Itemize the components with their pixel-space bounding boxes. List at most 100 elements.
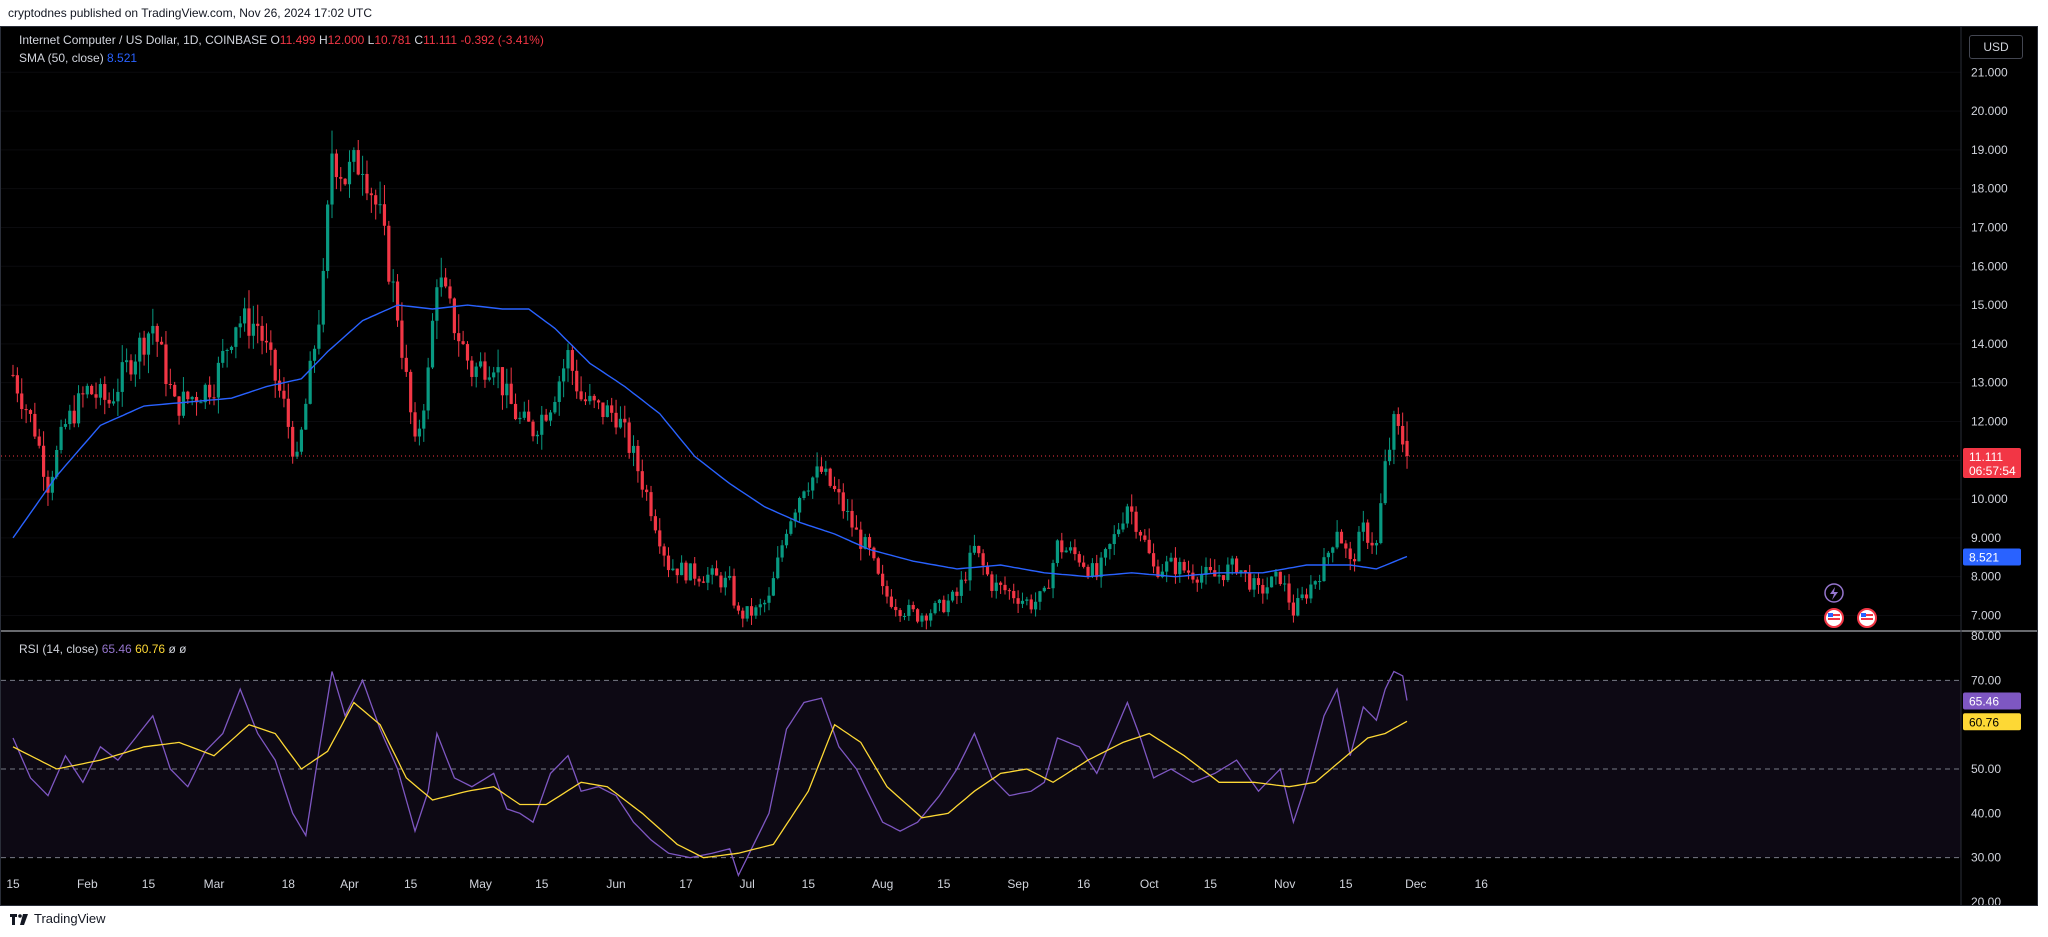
sma-legend[interactable]: SMA (50, close) 8.521: [19, 51, 137, 65]
candle: [216, 356, 220, 414]
candle: [1401, 412, 1405, 453]
candle-body: [238, 323, 242, 328]
candle: [513, 393, 518, 421]
candle: [741, 607, 745, 628]
close-label: C: [414, 33, 424, 47]
candle: [645, 484, 649, 501]
candle: [173, 381, 177, 398]
candle-body: [243, 308, 247, 324]
candle: [666, 547, 671, 578]
candle-body: [1261, 584, 1265, 594]
time-tick-label: Sep: [1007, 877, 1029, 891]
candle-body: [579, 391, 583, 400]
candle: [304, 398, 308, 430]
candle-body: [1344, 543, 1348, 549]
candle: [496, 349, 500, 389]
candle: [256, 304, 260, 344]
rsi-legend[interactable]: RSI (14, close) 65.46 60.76 ø ø: [19, 642, 186, 656]
candle: [999, 581, 1003, 594]
candle-body: [103, 384, 107, 400]
candle-body: [592, 395, 596, 401]
currency-button[interactable]: USD: [1969, 35, 2023, 59]
candle: [155, 323, 159, 357]
candle: [1047, 579, 1051, 589]
high-label: H: [318, 33, 328, 47]
time-tick-label: 18: [282, 877, 296, 891]
candle-body: [361, 173, 365, 175]
candle-body: [1029, 599, 1033, 610]
candle: [531, 419, 535, 442]
candle-body: [63, 424, 68, 427]
rsi-tick-label: 40.00: [1971, 806, 2001, 820]
candle: [732, 568, 736, 609]
candle: [981, 549, 985, 576]
symbol-legend[interactable]: Internet Computer / US Dollar, 1D, COINB…: [19, 33, 544, 47]
price-tick-label: 14.000: [1971, 337, 2008, 351]
candle: [417, 419, 422, 446]
candle: [649, 485, 653, 522]
candle: [570, 345, 574, 385]
candle-body: [946, 600, 950, 613]
candle-body: [387, 225, 391, 282]
time-tick-label: 15: [142, 877, 156, 891]
candle: [68, 404, 72, 430]
candle-body: [260, 325, 264, 341]
candle-body: [745, 606, 749, 619]
candle-body: [968, 552, 972, 581]
candle-body: [636, 445, 640, 472]
candle-body: [1370, 542, 1374, 546]
candle: [1020, 592, 1025, 609]
candle-body: [1335, 531, 1339, 548]
candle: [841, 483, 845, 519]
candle: [164, 331, 168, 397]
price-tick-label: 10.000: [1971, 492, 2008, 506]
rsi-extra-1: ø: [168, 642, 176, 656]
candle: [588, 383, 592, 405]
candle: [59, 419, 63, 454]
candle-body: [365, 173, 369, 194]
candle-body: [487, 377, 491, 380]
candle: [994, 574, 998, 599]
candle: [1012, 583, 1016, 604]
candle-body: [832, 485, 837, 490]
candle: [815, 452, 819, 484]
candle-body: [754, 607, 758, 616]
candle-body: [347, 161, 352, 185]
candle-body: [719, 575, 723, 588]
candle: [1235, 555, 1239, 576]
event-icons: [1824, 583, 1877, 628]
candle: [1068, 541, 1073, 554]
candle-body: [229, 346, 234, 351]
candle-body: [216, 362, 220, 398]
candle: [1300, 586, 1304, 601]
candle-body: [1339, 531, 1344, 544]
rsi-ma-value-tag: 60.76: [1963, 713, 2021, 731]
candle-body: [72, 410, 76, 424]
candle-body: [28, 410, 33, 414]
chart-svg[interactable]: 7.0008.0009.00010.00011.00012.00013.0001…: [1, 27, 2037, 909]
time-tick-label: 16: [1475, 877, 1489, 891]
candle-body: [1147, 539, 1151, 554]
rsi-label: RSI (14, close): [19, 642, 99, 656]
candle-body: [199, 402, 203, 404]
candle: [1099, 552, 1103, 588]
candle: [846, 499, 850, 521]
candle: [190, 395, 194, 406]
candle: [81, 386, 85, 408]
candle-body: [1405, 440, 1409, 456]
tradingview-brand[interactable]: TradingView: [10, 911, 106, 926]
candle: [107, 392, 111, 408]
candle: [579, 376, 583, 402]
candle: [15, 367, 19, 403]
rsi-tick-label: 20.00: [1971, 895, 2001, 905]
candle-body: [596, 400, 601, 403]
candle-body: [1073, 547, 1077, 555]
chart-frame[interactable]: 7.0008.0009.00010.00011.00012.00013.0001…: [0, 26, 2038, 909]
candle-body: [24, 409, 28, 411]
candle-body: [763, 602, 767, 605]
candle: [203, 383, 207, 410]
candle: [929, 609, 933, 627]
candle: [509, 367, 513, 405]
candle: [1248, 564, 1252, 592]
rsi-tick-label: 30.00: [1971, 851, 2001, 865]
